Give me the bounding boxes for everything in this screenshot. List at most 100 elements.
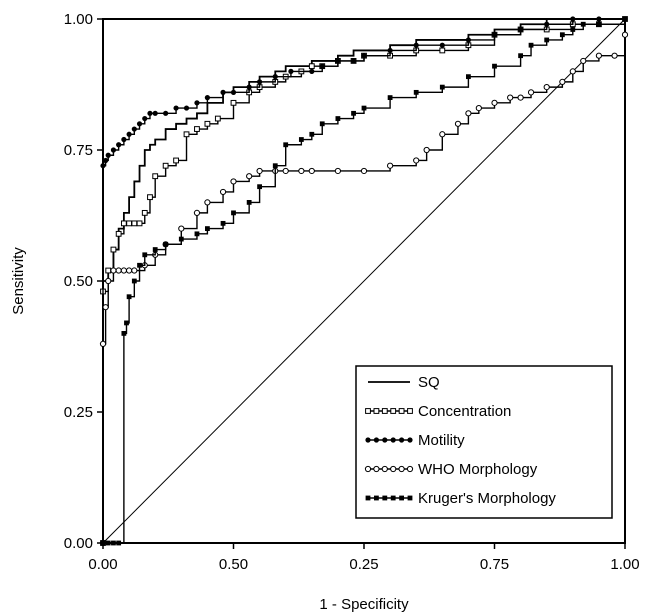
motility-point <box>288 68 294 74</box>
legend-marker-kruger-s-morphology <box>374 495 379 501</box>
legend-marker-who-morphology <box>373 465 380 473</box>
who-morphology-point <box>543 84 550 91</box>
kruger-s-morphology-point <box>131 278 137 284</box>
who-morphology-point <box>569 68 576 75</box>
motility-point <box>544 21 550 27</box>
x-tick-label: 0.75 <box>480 556 509 573</box>
who-morphology-point <box>115 267 122 274</box>
kruger-s-morphology-point <box>257 184 262 190</box>
kruger-s-morphology-point <box>163 241 169 247</box>
kruger-s-morphology-point <box>413 89 419 95</box>
motility-series <box>100 16 628 546</box>
motility-point <box>131 126 137 132</box>
motility-point <box>257 79 263 85</box>
kruger-s-morphology-point <box>351 110 356 116</box>
x-tick-label: 0.25 <box>349 556 378 573</box>
kruger-s-morphology-point <box>205 226 210 231</box>
x-axis-title: 1 - Specificity <box>319 596 409 613</box>
legend-label-who-morphology: WHO Morphology <box>418 461 538 478</box>
concentration-point <box>162 162 169 169</box>
motility-point <box>465 37 471 43</box>
kruger-s-morphology-point <box>622 16 628 22</box>
concentration-point <box>308 63 315 70</box>
y-axis: 0.00 0.25 0.50 0.75 1.00 <box>64 11 103 552</box>
kruger-s-morphology-point <box>105 540 111 546</box>
who-morphology-point <box>282 167 289 175</box>
motility-point <box>194 100 200 106</box>
motility-point <box>335 58 341 64</box>
motility-point <box>116 142 122 148</box>
y-tick-label: 1.00 <box>64 11 93 28</box>
motility-point <box>105 152 111 158</box>
concentration-point <box>126 220 132 227</box>
kruger-s-morphology-point <box>283 142 289 148</box>
legend-marker-who-morphology <box>381 465 388 473</box>
who-morphology-point <box>621 31 629 38</box>
who-morphology-point <box>230 178 237 185</box>
who-morphology-point <box>219 188 227 196</box>
concentration-point <box>204 120 211 127</box>
who-morphology-point <box>387 162 394 169</box>
motility-point <box>204 95 210 101</box>
legend-marker-concentration <box>365 408 371 414</box>
motility-point <box>220 89 226 95</box>
legend-marker-motility <box>373 437 379 443</box>
kruger-s-morphology-point <box>387 95 393 100</box>
legend-marker-concentration <box>390 408 397 414</box>
kruger-s-morphology-point <box>116 540 122 546</box>
kruger-s-morphology-point <box>111 540 116 546</box>
kruger-s-morphology-point <box>518 53 523 59</box>
kruger-s-morphology-point <box>126 294 132 300</box>
x-tick-label: 0.00 <box>88 556 117 573</box>
who-morphology-point <box>413 157 420 164</box>
kruger-s-morphology-point <box>559 32 565 38</box>
motility-point <box>103 157 109 164</box>
concentration-point <box>110 246 117 253</box>
motility-point <box>491 32 498 38</box>
motility-point <box>126 131 132 137</box>
who-morphology-point <box>517 94 524 101</box>
x-axis: 0.00 0.50 0.25 0.75 1.00 <box>88 543 640 573</box>
motility-point <box>230 89 237 95</box>
who-morphology-point <box>178 225 185 232</box>
concentration-point <box>439 47 446 54</box>
who-morphology-point <box>102 304 109 311</box>
who-morphology-point <box>334 167 341 175</box>
who-morphology-point <box>246 173 253 180</box>
who-morphology-point <box>99 340 107 347</box>
kruger-s-morphology-point <box>492 63 497 69</box>
x-tick-label: 0.50 <box>219 556 248 573</box>
y-tick-label: 0.50 <box>64 273 93 290</box>
motility-point <box>570 16 576 22</box>
y-tick-label: 0.00 <box>64 535 93 552</box>
legend-marker-who-morphology <box>390 465 397 473</box>
who-morphology-point <box>126 267 133 274</box>
motility-point <box>142 115 148 122</box>
who-morphology-point <box>120 267 127 274</box>
motility-point <box>110 147 117 153</box>
who-morphology-point <box>110 267 117 274</box>
kruger-s-morphology-point <box>121 331 127 336</box>
legend-label-sq: SQ <box>418 374 440 391</box>
who-morphology-point <box>559 78 566 85</box>
legend-marker-who-morphology <box>364 465 372 473</box>
legend-marker-motility <box>399 437 405 443</box>
kruger-s-morphology-point <box>246 200 252 205</box>
legend-marker-who-morphology <box>406 465 414 473</box>
concentration-point <box>152 173 159 180</box>
who-morphology-point <box>105 277 112 285</box>
y-tick-label: 0.75 <box>64 142 93 159</box>
y-axis-title: Sensitivity <box>10 247 27 315</box>
motility-point <box>173 105 179 111</box>
motility-point <box>152 110 158 116</box>
kruger-s-morphology-point <box>580 21 586 27</box>
concentration-point <box>194 126 200 132</box>
legend-marker-concentration <box>407 408 413 414</box>
motility-point <box>121 136 127 143</box>
concentration-point <box>147 194 153 201</box>
legend-marker-kruger-s-morphology <box>382 495 388 501</box>
who-morphology-point <box>454 120 462 127</box>
concentration-point <box>105 267 112 274</box>
who-morphology-point <box>611 52 618 59</box>
who-morphology-point <box>360 167 368 175</box>
